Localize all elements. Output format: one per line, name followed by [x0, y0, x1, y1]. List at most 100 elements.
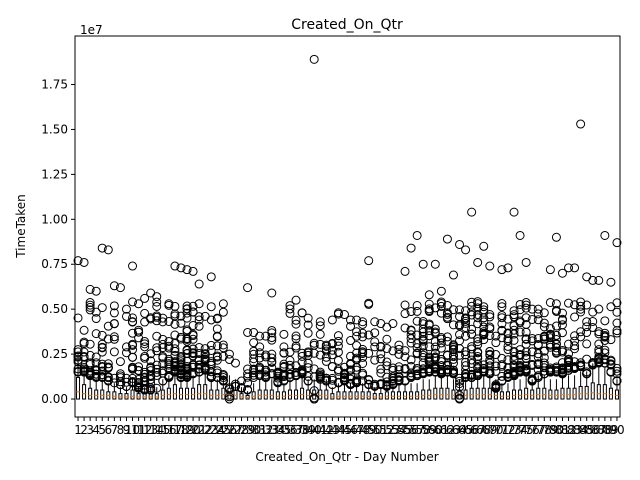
outlier-point	[612, 298, 622, 308]
box	[403, 391, 408, 400]
outlier-point	[267, 353, 277, 363]
outlier-point	[152, 297, 162, 307]
outlier-point	[339, 372, 349, 382]
x-tick-label: 3	[86, 423, 94, 437]
outlier-point	[109, 308, 119, 318]
outlier-point	[176, 311, 186, 321]
outlier-point	[261, 370, 271, 380]
box	[287, 389, 292, 400]
outlier-point	[333, 331, 343, 341]
x-tick-label: 6	[104, 423, 112, 437]
box	[191, 387, 196, 400]
outlier-point	[358, 319, 368, 329]
outlier-point	[594, 356, 604, 366]
outlier-point	[473, 359, 483, 369]
x-tick-label: 65	[458, 423, 473, 437]
outlier-point	[467, 329, 477, 339]
outlier-point	[594, 354, 604, 364]
x-tick-label: 90	[609, 423, 624, 437]
outlier-point	[291, 315, 301, 325]
outlier-point	[194, 279, 204, 289]
outlier-point	[85, 305, 95, 315]
box	[76, 376, 81, 400]
outlier-point	[455, 390, 465, 400]
x-tick-label: 31	[252, 423, 267, 437]
plot-area	[73, 54, 622, 404]
outlier-point	[97, 343, 107, 353]
outlier-point	[109, 334, 119, 344]
x-tick-label: 61	[434, 423, 449, 437]
x-tick-label: 1	[74, 423, 82, 437]
outlier-point	[551, 299, 561, 309]
box	[512, 389, 517, 400]
outlier-point	[152, 360, 162, 370]
outlier-point	[134, 382, 144, 392]
outlier-point	[115, 380, 125, 390]
x-tick-label: 19	[179, 423, 194, 437]
outlier-point	[600, 316, 610, 326]
outlier-point	[430, 337, 440, 347]
outlier-point	[491, 366, 501, 376]
outlier-point	[182, 346, 192, 356]
x-tick-label: 52	[379, 423, 394, 437]
outlier-point	[521, 298, 531, 308]
outlier-point	[103, 334, 113, 344]
outlier-point	[576, 304, 586, 314]
x-tick-label: 72	[500, 423, 515, 437]
y-tick-label: 0.25	[41, 347, 68, 361]
outlier-point	[218, 370, 228, 380]
outlier-point	[279, 361, 289, 371]
outlier-point	[442, 309, 452, 319]
box	[481, 387, 486, 400]
outlier-point	[467, 207, 477, 217]
outlier-point	[479, 363, 489, 373]
outlier-point	[140, 385, 150, 395]
x-tick-label: 28	[234, 423, 249, 437]
outlier-point	[588, 322, 598, 332]
outlier-point	[321, 352, 331, 362]
outlier-point	[467, 297, 477, 307]
chart-title: Created_On_Qtr	[291, 17, 403, 33]
outlier-point	[164, 317, 174, 327]
outlier-point	[418, 335, 428, 345]
outlier-point	[515, 230, 525, 240]
outlier-point	[400, 323, 410, 333]
outlier-point	[551, 305, 561, 315]
outlier-point	[267, 333, 277, 343]
outlier-point	[424, 342, 434, 352]
outlier-point	[509, 312, 519, 322]
outlier-point	[545, 324, 555, 334]
outlier-point	[430, 352, 440, 362]
x-tick-label: 5	[98, 423, 106, 437]
outlier-point	[509, 325, 519, 335]
x-tick-label: 81	[555, 423, 570, 437]
x-tick-label: 76	[525, 423, 540, 437]
outlier-point	[515, 327, 525, 337]
outlier-point	[224, 349, 234, 359]
outlier-point	[394, 362, 404, 372]
box	[269, 389, 274, 400]
box	[215, 389, 220, 400]
outlier-point	[479, 360, 489, 370]
outlier-point	[188, 320, 198, 330]
outlier-point	[545, 366, 555, 376]
outlier-point	[224, 355, 234, 365]
x-tick-label: 62	[440, 423, 455, 437]
x-axis-title: Created_On_Qtr - Day Number	[255, 450, 438, 464]
outlier-point	[230, 381, 240, 391]
box	[306, 389, 311, 400]
outlier-point	[406, 361, 416, 371]
x-tick-label: 54	[391, 423, 406, 437]
outlier-point	[467, 349, 477, 359]
x-tick-label: 16	[161, 423, 176, 437]
x-tick-label: 33	[264, 423, 279, 437]
box	[518, 389, 523, 400]
outlier-point	[485, 324, 495, 334]
outlier-point	[588, 316, 598, 326]
outlier-point	[491, 338, 501, 348]
outlier-point	[382, 334, 392, 344]
outlier-point	[418, 259, 428, 269]
outlier-point	[200, 311, 210, 321]
outlier-point	[533, 333, 543, 343]
